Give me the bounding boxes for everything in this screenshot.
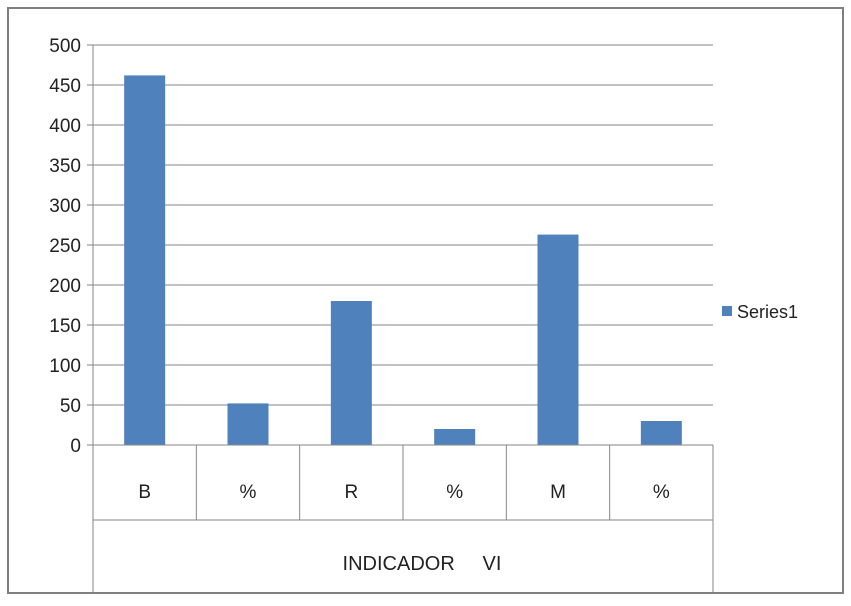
bar-5 (640, 421, 682, 445)
y-tick-label: 450 (49, 76, 81, 97)
bar-2 (330, 301, 372, 445)
bar-1 (227, 403, 269, 445)
y-tick-label: 0 (70, 436, 81, 457)
y-tick-label: 400 (49, 116, 81, 137)
y-axis-tick-labels: 0 50 100 150 200 250 300 350 400 450 500 (49, 36, 81, 457)
y-tick-label: 250 (49, 236, 81, 257)
x-axis-category-labels: B% R% M% (138, 482, 670, 503)
bars (124, 75, 682, 446)
x-category-label: % (446, 482, 463, 503)
bar-0 (124, 75, 166, 446)
y-tick-label: 150 (49, 316, 81, 337)
x-category-label: B (138, 482, 151, 503)
x-axis-group-label: INDICADOR VI (343, 553, 502, 575)
gridlines (87, 44, 713, 446)
bar-3 (434, 429, 476, 445)
legend: Series1 (722, 302, 798, 322)
y-tick-label: 350 (49, 156, 81, 177)
y-tick-label: 300 (49, 196, 81, 217)
x-category-label: % (240, 482, 257, 503)
x-category-label: R (344, 482, 358, 503)
y-tick-label: 200 (49, 276, 81, 297)
x-category-label: % (653, 482, 670, 503)
legend-swatch-series1 (722, 306, 732, 316)
y-tick-label: 100 (49, 356, 81, 377)
bar-4 (537, 234, 579, 445)
axes (92, 45, 714, 593)
legend-label-series1: Series1 (737, 302, 798, 322)
y-tick-label: 500 (49, 36, 81, 57)
x-category-label: M (550, 482, 566, 503)
y-tick-label: 50 (60, 396, 81, 417)
